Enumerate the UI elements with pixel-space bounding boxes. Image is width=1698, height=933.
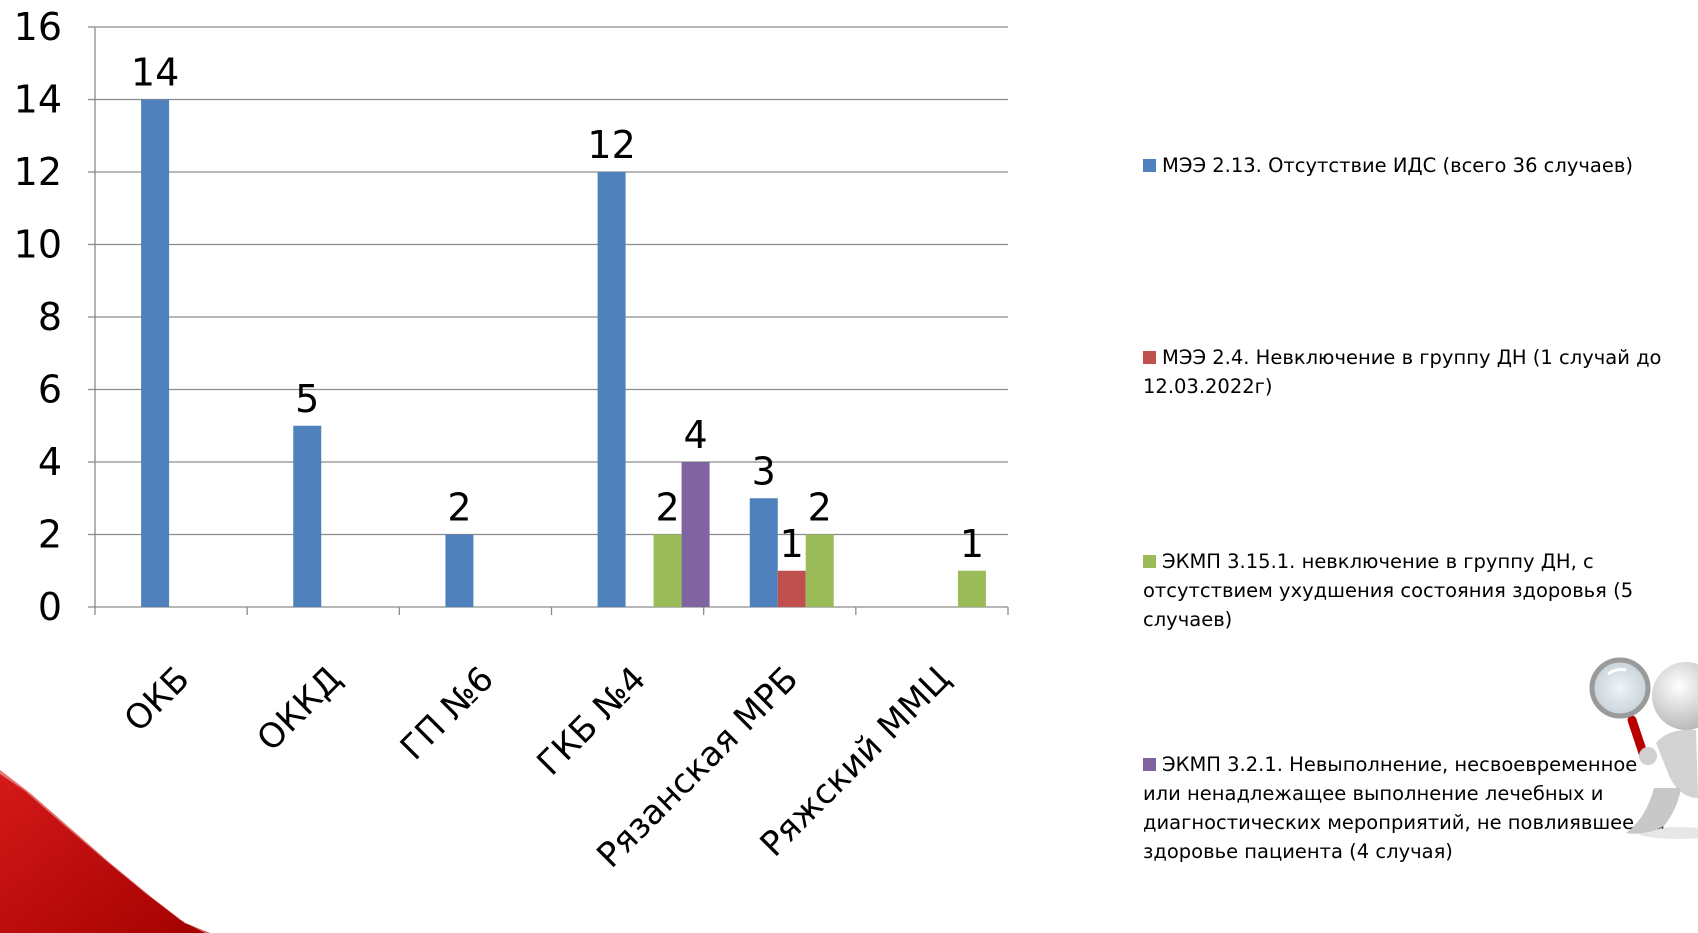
bars xyxy=(141,99,986,607)
y-tick-label: 10 xyxy=(14,223,62,267)
legend-item-ekmp-3-2-1: ЭКМП 3.2.1. Невыполнение, несвоевременно… xyxy=(1143,750,1678,866)
legend-swatch-icon xyxy=(1143,351,1156,364)
bar xyxy=(597,172,626,607)
legend-label: МЭЭ 2.13. Отсутствие ИДС (всего 36 случа… xyxy=(1162,154,1633,177)
y-tick-label: 2 xyxy=(38,513,62,557)
bar xyxy=(777,570,806,607)
data-label: 1 xyxy=(960,522,984,566)
y-tick-label: 12 xyxy=(14,150,62,194)
data-label: 5 xyxy=(295,377,319,421)
legend-swatch-icon xyxy=(1143,758,1156,771)
legend: МЭЭ 2.13. Отсутствие ИДС (всего 36 случа… xyxy=(1143,0,1678,933)
axes xyxy=(88,26,1009,615)
x-category-label: ОККД xyxy=(249,659,349,759)
legend-swatch-icon xyxy=(1143,159,1156,172)
legend-label: ЭКМП 3.15.1. невключение в группу ДН, с … xyxy=(1143,550,1634,631)
corner-decoration-shape xyxy=(0,770,210,933)
legend-swatch-icon xyxy=(1143,555,1156,568)
legend-item-mee-2-4: МЭЭ 2.4. Невключение в группу ДН (1 случ… xyxy=(1143,343,1678,401)
data-label: 2 xyxy=(447,486,471,530)
x-category-label: ОКБ xyxy=(117,659,198,740)
legend-item-ekmp-3-15-1: ЭКМП 3.15.1. невключение в группу ДН, с … xyxy=(1143,547,1678,634)
bar xyxy=(653,534,682,607)
data-label: 12 xyxy=(587,123,635,167)
data-label: 2 xyxy=(655,486,679,530)
legend-label: ЭКМП 3.2.1. Невыполнение, несвоевременно… xyxy=(1143,753,1666,863)
legend-label: МЭЭ 2.4. Невключение в группу ДН (1 случ… xyxy=(1143,346,1662,398)
bar xyxy=(445,534,474,607)
bar xyxy=(681,462,710,607)
y-tick-label: 6 xyxy=(38,368,62,412)
bar xyxy=(293,425,322,607)
data-label: 14 xyxy=(131,51,179,95)
data-label: 1 xyxy=(780,522,804,566)
y-tick-label: 8 xyxy=(38,295,62,339)
bar xyxy=(805,534,834,607)
gridlines xyxy=(95,26,1008,536)
magnifier-figure-icon xyxy=(1589,657,1698,839)
x-category-label: ГКБ №4 xyxy=(529,659,653,783)
y-tick-label: 16 xyxy=(14,5,62,49)
legend-item-mee-2-13: МЭЭ 2.13. Отсутствие ИДС (всего 36 случа… xyxy=(1143,151,1678,180)
bar xyxy=(749,498,778,607)
y-tick-label: 14 xyxy=(14,78,62,122)
data-label: 4 xyxy=(683,413,707,457)
bar xyxy=(957,570,986,607)
y-tick-label: 0 xyxy=(38,585,62,629)
y-tick-label: 4 xyxy=(38,440,62,484)
bar xyxy=(141,99,170,607)
data-label: 2 xyxy=(808,486,832,530)
data-label: 3 xyxy=(752,449,776,493)
x-category-label: ГП №6 xyxy=(393,659,502,768)
